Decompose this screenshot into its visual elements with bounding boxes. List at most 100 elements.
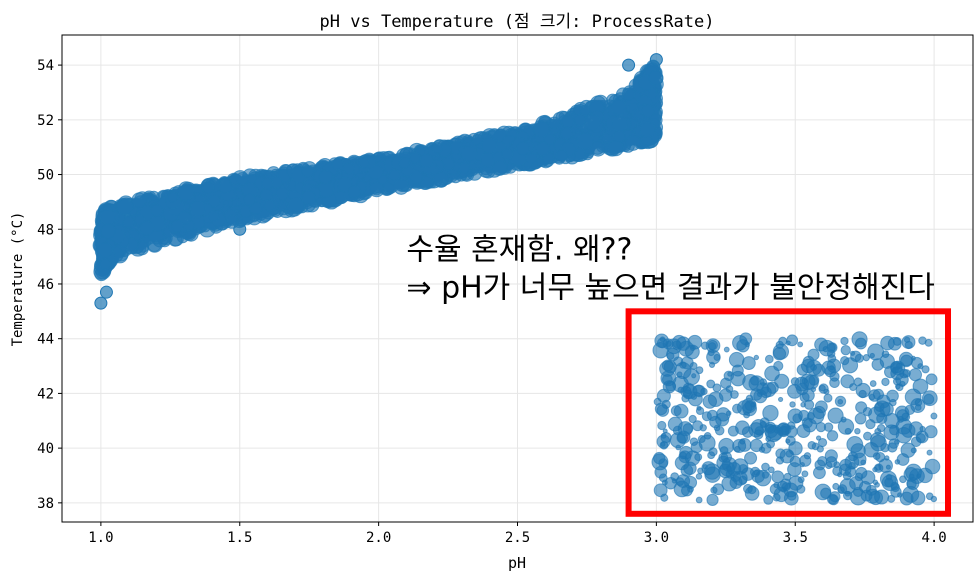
- highlight-box: [625, 308, 952, 517]
- data-point: [347, 185, 361, 199]
- data-point: [814, 337, 829, 352]
- data-point: [858, 389, 867, 399]
- data-point: [201, 181, 215, 194]
- data-point: [712, 383, 722, 393]
- data-point: [461, 145, 478, 162]
- data-point: [725, 410, 732, 416]
- data-point: [709, 415, 722, 429]
- data-point: [718, 388, 733, 402]
- data-point: [492, 160, 508, 176]
- data-point: [177, 184, 195, 201]
- data-point: [750, 388, 763, 401]
- data-point: [884, 477, 894, 488]
- data-point: [729, 475, 743, 490]
- data-point: [622, 58, 636, 72]
- data-point: [702, 394, 718, 409]
- data-point: [639, 121, 656, 138]
- data-point: [854, 427, 861, 435]
- annotation-line-1: 수율 혼재함. 왜??: [406, 232, 632, 267]
- data-point: [659, 360, 676, 377]
- data-point: [894, 438, 900, 445]
- data-point: [516, 141, 530, 156]
- data-point: [660, 432, 667, 439]
- data-point: [579, 104, 591, 116]
- data-point: [779, 478, 792, 490]
- x-axis-label: pH: [508, 554, 526, 572]
- data-point: [735, 420, 750, 435]
- data-point: [854, 472, 864, 482]
- data-point: [666, 352, 675, 360]
- data-point: [799, 392, 810, 403]
- data-point: [807, 348, 820, 361]
- data-point: [900, 354, 913, 368]
- data-points: [92, 53, 941, 506]
- data-point: [707, 451, 716, 460]
- data-point: [886, 389, 899, 403]
- data-point: [753, 354, 760, 361]
- data-point: [840, 336, 849, 346]
- data-point: [706, 493, 719, 506]
- data-point: [682, 423, 694, 435]
- data-point: [419, 153, 434, 168]
- data-point: [137, 240, 150, 253]
- data-point: [787, 383, 802, 399]
- data-point: [854, 412, 867, 425]
- data-point: [736, 339, 750, 353]
- data-point: [207, 210, 220, 222]
- data-point: [607, 140, 624, 157]
- y-tick-label: 54: [37, 58, 54, 74]
- data-point: [762, 404, 779, 422]
- data-point: [766, 439, 776, 449]
- y-axis-label: Temperature (°C): [10, 212, 26, 347]
- data-point: [890, 360, 903, 374]
- data-point: [233, 222, 247, 236]
- data-point: [726, 461, 742, 477]
- data-point: [785, 340, 791, 346]
- data-point: [116, 198, 134, 216]
- data-point: [780, 423, 792, 436]
- data-point: [853, 377, 863, 387]
- data-point: [235, 171, 249, 186]
- data-point: [654, 333, 669, 349]
- x-tick-label: 2.5: [505, 530, 530, 546]
- data-point: [798, 409, 810, 422]
- data-point: [849, 383, 858, 392]
- data-point: [131, 192, 147, 208]
- data-point: [797, 341, 804, 348]
- data-point: [704, 466, 721, 483]
- y-tick-label: 52: [37, 113, 54, 129]
- data-point: [718, 452, 729, 463]
- data-point: [226, 214, 239, 226]
- data-point: [171, 219, 184, 233]
- data-point: [742, 374, 759, 391]
- data-point: [801, 470, 809, 478]
- data-point: [924, 338, 933, 347]
- data-point: [190, 200, 206, 217]
- data-point: [834, 395, 847, 408]
- data-point: [923, 393, 935, 405]
- y-tick-label: 46: [37, 277, 54, 293]
- data-point: [706, 379, 716, 389]
- data-point: [732, 438, 747, 454]
- data-point: [667, 416, 683, 432]
- data-point: [689, 437, 699, 446]
- data-point: [846, 436, 864, 453]
- data-point: [398, 157, 411, 169]
- data-point: [560, 127, 573, 140]
- data-point: [337, 176, 353, 193]
- y-tick-label: 50: [37, 168, 54, 184]
- data-point: [818, 383, 829, 394]
- data-point: [914, 404, 922, 411]
- data-point: [697, 467, 704, 475]
- data-point: [261, 177, 274, 190]
- data-point: [827, 407, 844, 424]
- data-point: [393, 179, 410, 195]
- data-point: [926, 449, 933, 456]
- data-point: [878, 458, 893, 473]
- data-point: [167, 191, 179, 203]
- data-point: [677, 386, 685, 394]
- data-point: [695, 406, 705, 416]
- data-point: [207, 194, 221, 208]
- data-point: [243, 193, 256, 207]
- data-point: [876, 412, 888, 425]
